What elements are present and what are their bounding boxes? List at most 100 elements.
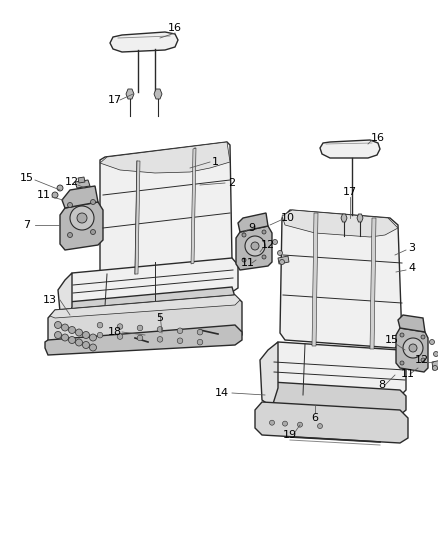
Circle shape xyxy=(82,342,89,349)
Circle shape xyxy=(54,332,61,338)
Circle shape xyxy=(297,422,303,427)
Circle shape xyxy=(403,338,423,358)
Text: 9: 9 xyxy=(248,223,255,233)
Polygon shape xyxy=(58,273,72,318)
Circle shape xyxy=(157,327,163,332)
Polygon shape xyxy=(398,315,425,332)
Polygon shape xyxy=(135,161,140,274)
Circle shape xyxy=(197,340,203,345)
Polygon shape xyxy=(62,186,98,208)
Circle shape xyxy=(91,230,95,235)
Polygon shape xyxy=(236,226,272,270)
Polygon shape xyxy=(60,202,103,250)
Text: 12: 12 xyxy=(415,355,429,365)
Polygon shape xyxy=(78,177,85,183)
Polygon shape xyxy=(268,382,406,415)
Polygon shape xyxy=(396,328,428,372)
Polygon shape xyxy=(48,295,242,350)
Circle shape xyxy=(262,255,266,259)
Text: 6: 6 xyxy=(311,413,318,423)
Polygon shape xyxy=(68,258,238,307)
Polygon shape xyxy=(100,142,230,173)
Text: 16: 16 xyxy=(168,23,182,33)
Circle shape xyxy=(177,338,183,344)
Text: 18: 18 xyxy=(108,327,122,337)
Circle shape xyxy=(432,366,438,370)
Text: 13: 13 xyxy=(43,295,57,305)
Circle shape xyxy=(262,230,266,234)
Circle shape xyxy=(97,333,103,338)
Circle shape xyxy=(57,185,63,191)
Circle shape xyxy=(75,339,82,346)
Circle shape xyxy=(67,203,73,207)
Text: 3: 3 xyxy=(409,243,416,253)
Text: 2: 2 xyxy=(229,178,236,188)
Circle shape xyxy=(68,327,75,334)
Text: 16: 16 xyxy=(371,133,385,143)
Polygon shape xyxy=(238,213,268,232)
Polygon shape xyxy=(341,214,347,222)
Polygon shape xyxy=(126,89,134,99)
Circle shape xyxy=(117,334,123,340)
Polygon shape xyxy=(45,325,242,355)
Circle shape xyxy=(269,420,275,425)
Circle shape xyxy=(251,242,259,250)
Circle shape xyxy=(77,213,87,223)
Circle shape xyxy=(242,233,246,237)
Circle shape xyxy=(91,199,95,205)
Text: 19: 19 xyxy=(283,430,297,440)
Text: 5: 5 xyxy=(156,313,163,323)
Text: 17: 17 xyxy=(343,187,357,197)
Circle shape xyxy=(97,322,103,328)
Circle shape xyxy=(318,424,322,429)
Polygon shape xyxy=(50,295,240,318)
Circle shape xyxy=(421,335,425,339)
Circle shape xyxy=(61,334,68,341)
Text: 14: 14 xyxy=(215,388,229,398)
Text: 10: 10 xyxy=(281,213,295,223)
Circle shape xyxy=(272,239,278,245)
Circle shape xyxy=(421,358,425,362)
Polygon shape xyxy=(75,180,90,188)
Text: 11: 11 xyxy=(37,190,51,200)
Polygon shape xyxy=(357,214,363,222)
Polygon shape xyxy=(65,287,235,318)
Text: 15: 15 xyxy=(20,173,34,183)
Circle shape xyxy=(67,232,73,238)
Polygon shape xyxy=(282,210,398,237)
Circle shape xyxy=(117,324,123,329)
Circle shape xyxy=(52,192,58,198)
Circle shape xyxy=(279,260,285,264)
Circle shape xyxy=(409,344,417,352)
Circle shape xyxy=(137,335,143,341)
Polygon shape xyxy=(432,360,438,370)
Circle shape xyxy=(245,236,265,256)
Polygon shape xyxy=(100,142,232,278)
Circle shape xyxy=(89,344,96,351)
Polygon shape xyxy=(280,210,402,348)
Circle shape xyxy=(430,340,434,344)
Text: 17: 17 xyxy=(108,95,122,105)
Polygon shape xyxy=(370,218,376,349)
Circle shape xyxy=(197,329,203,335)
Circle shape xyxy=(278,251,283,255)
Text: 1: 1 xyxy=(212,157,219,167)
Polygon shape xyxy=(255,402,408,443)
Polygon shape xyxy=(260,342,278,407)
Circle shape xyxy=(54,321,61,328)
Polygon shape xyxy=(278,256,289,264)
Polygon shape xyxy=(272,342,406,396)
Text: 15: 15 xyxy=(385,335,399,345)
Circle shape xyxy=(400,333,404,337)
Polygon shape xyxy=(320,140,380,158)
Polygon shape xyxy=(191,148,196,264)
Text: 4: 4 xyxy=(409,263,416,273)
Text: 12: 12 xyxy=(261,240,275,250)
Circle shape xyxy=(75,329,82,336)
Polygon shape xyxy=(154,89,162,99)
Text: 11: 11 xyxy=(401,369,415,379)
Text: 8: 8 xyxy=(378,380,385,390)
Circle shape xyxy=(61,324,68,331)
Circle shape xyxy=(400,361,404,365)
Circle shape xyxy=(68,336,75,343)
